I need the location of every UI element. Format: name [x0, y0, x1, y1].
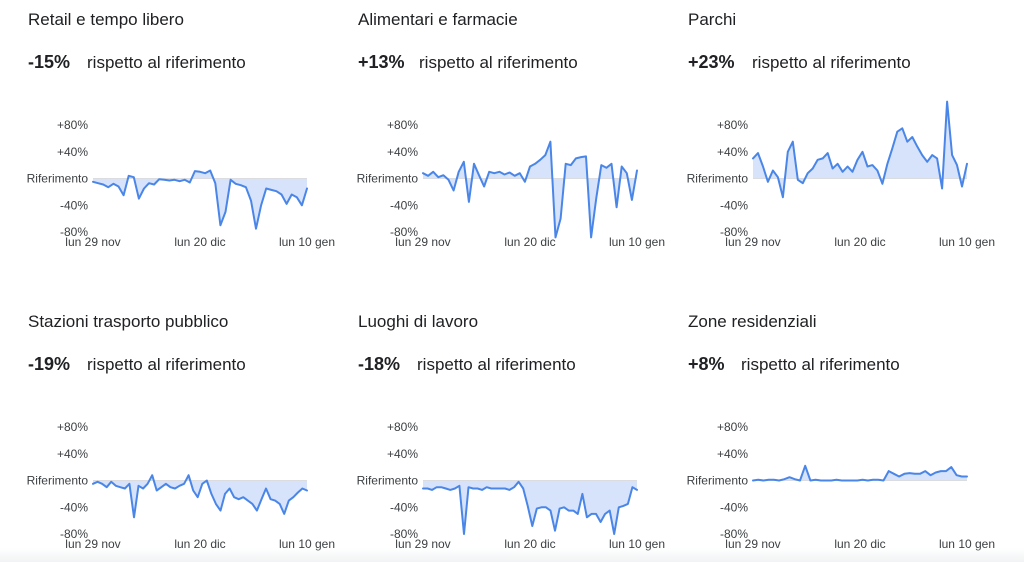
x-tick-label: lun 20 dic	[834, 537, 885, 551]
y-tick-label: +40%	[387, 447, 418, 461]
y-tick-label: -80%	[390, 527, 418, 541]
y-tick-label: +40%	[57, 145, 88, 159]
y-tick-label: +80%	[717, 420, 748, 434]
series-line	[752, 100, 968, 199]
y-tick-label: +40%	[387, 145, 418, 159]
summary-value: -15%	[28, 52, 71, 72]
y-tick-label: Riferimento	[357, 172, 419, 186]
summary-caption: rispetto al riferimento	[87, 355, 246, 374]
y-tick-label: -80%	[60, 527, 88, 541]
y-tick-label: -80%	[720, 527, 748, 541]
chart-panel-residenziali: Zone residenziali +8% rispetto al riferi…	[687, 312, 1008, 582]
y-tick-label: -80%	[720, 225, 748, 239]
x-tick-label: lun 29 nov	[395, 235, 450, 249]
chart-panel-alimentari: Alimentari e farmacie +13% rispetto al r…	[357, 10, 678, 280]
x-tick-label: lun 29 nov	[65, 235, 120, 249]
y-tick-label: -80%	[390, 225, 418, 239]
y-tick-label: -80%	[60, 225, 88, 239]
summary-caption: rispetto al riferimento	[741, 355, 900, 374]
chart-plot: +80% +40% Riferimento -40% -80%lun 29 nov lun…	[687, 420, 995, 551]
x-tick-label: lun 10 gen	[609, 537, 665, 551]
chart-panel-parchi: Parchi +23% rispetto al riferimento +80%…	[687, 10, 1008, 280]
y-tick-label: Riferimento	[27, 474, 89, 488]
x-tick-label: lun 20 dic	[174, 235, 225, 249]
x-tick-label: lun 29 nov	[65, 537, 120, 551]
x-tick-label: lun 10 gen	[939, 537, 995, 551]
series-line	[752, 464, 968, 482]
x-tick-label: lun 10 gen	[609, 235, 665, 249]
series-area	[423, 141, 637, 238]
chart-panel-lavoro: Luoghi di lavoro -18% rispetto al riferi…	[357, 312, 678, 582]
y-tick-label: -40%	[390, 198, 418, 212]
series-area	[93, 170, 307, 229]
y-tick-label: -40%	[60, 198, 88, 212]
series-line	[92, 169, 308, 230]
summary-value: +8%	[688, 354, 725, 374]
y-tick-label: Riferimento	[687, 172, 749, 186]
chart-title: Parchi	[688, 10, 737, 29]
chart-title: Zone residenziali	[688, 312, 817, 331]
y-tick-label: Riferimento	[357, 474, 419, 488]
y-tick-label: -40%	[720, 198, 748, 212]
chart-title: Luoghi di lavoro	[358, 312, 479, 331]
chart-panel-trasporto: Stazioni trasporto pubblico -19% rispett…	[27, 312, 348, 582]
summary-caption: rispetto al riferimento	[419, 53, 578, 72]
y-tick-label: +40%	[57, 447, 88, 461]
series-area	[423, 480, 637, 534]
chart-plot: +80% +40% Riferimento -40% -80%lun 29 nov lun…	[687, 100, 995, 249]
chart-title: Stazioni trasporto pubblico	[28, 312, 229, 331]
series-area	[753, 101, 967, 198]
summary-value: -19%	[28, 354, 71, 374]
summary-caption: rispetto al riferimento	[87, 53, 246, 72]
y-tick-label: +80%	[387, 420, 418, 434]
x-tick-label: lun 10 gen	[939, 235, 995, 249]
y-tick-label: -40%	[60, 500, 88, 514]
x-tick-label: lun 29 nov	[725, 235, 780, 249]
chart-plot: +80% +40% Riferimento -40% -80%lun 29 nov lun…	[27, 118, 335, 249]
x-tick-label: lun 29 nov	[725, 537, 780, 551]
summary-value: -18%	[358, 354, 401, 374]
chart-panel-retail: Retail e tempo libero -15% rispetto al r…	[27, 10, 348, 280]
summary-value: +13%	[358, 52, 405, 72]
y-tick-label: +80%	[717, 118, 748, 132]
bottom-fade	[0, 548, 1024, 562]
series-line	[92, 474, 308, 519]
series-area	[753, 465, 967, 481]
y-tick-label: +80%	[57, 420, 88, 434]
series-line	[422, 140, 638, 239]
chart-plot: +80% +40% Riferimento -40% -80%lun 29 nov lun…	[27, 420, 335, 551]
x-tick-label: lun 10 gen	[279, 235, 335, 249]
x-tick-label: lun 20 dic	[504, 537, 555, 551]
y-tick-label: Riferimento	[687, 474, 749, 488]
y-tick-label: +40%	[717, 145, 748, 159]
summary-caption: rispetto al riferimento	[752, 53, 911, 72]
x-tick-label: lun 20 dic	[834, 235, 885, 249]
x-tick-label: lun 10 gen	[279, 537, 335, 551]
y-tick-label: +80%	[387, 118, 418, 132]
series-area	[93, 475, 307, 518]
y-tick-label: -40%	[390, 500, 418, 514]
y-tick-label: Riferimento	[27, 172, 89, 186]
x-tick-label: lun 20 dic	[504, 235, 555, 249]
summary-caption: rispetto al riferimento	[417, 355, 576, 374]
x-tick-label: lun 29 nov	[395, 537, 450, 551]
chart-title: Retail e tempo libero	[28, 10, 184, 29]
series-line	[422, 480, 638, 535]
y-tick-label: -40%	[720, 500, 748, 514]
chart-plot: +80% +40% Riferimento -40% -80%lun 29 nov lun…	[357, 420, 665, 551]
x-tick-label: lun 20 dic	[174, 537, 225, 551]
summary-value: +23%	[688, 52, 735, 72]
y-tick-label: +40%	[717, 447, 748, 461]
chart-plot: +80% +40% Riferimento -40% -80%lun 29 nov lun…	[357, 118, 665, 249]
y-tick-label: +80%	[57, 118, 88, 132]
chart-title: Alimentari e farmacie	[358, 10, 518, 29]
